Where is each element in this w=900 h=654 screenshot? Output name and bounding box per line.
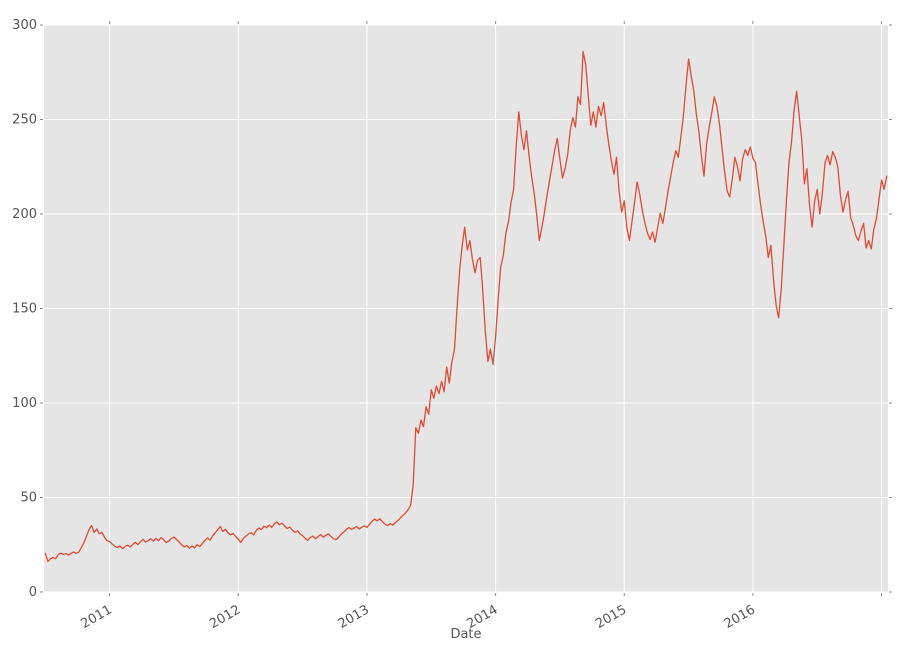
x-axis-title: Date	[450, 627, 481, 642]
tick-marks	[40, 21, 892, 596]
x-tick-label: 2012	[207, 602, 243, 632]
y-tick-label: 300	[12, 18, 37, 33]
gridlines	[44, 24, 888, 593]
data-series	[44, 50, 888, 563]
y-tick-label: 100	[12, 396, 37, 411]
y-tick-label: 250	[12, 113, 37, 128]
x-tick-label: 2011	[78, 602, 114, 632]
x-tick-label: 2016	[722, 602, 758, 632]
y-tick-label: 150	[12, 302, 37, 317]
y-tick-label: 200	[12, 207, 37, 222]
y-tick-label: 50	[20, 491, 37, 506]
x-tick-label: 2013	[336, 602, 372, 632]
x-tick-label: 2015	[593, 602, 629, 632]
y-tick-label: 0	[29, 585, 37, 600]
series-line-price	[44, 50, 888, 563]
